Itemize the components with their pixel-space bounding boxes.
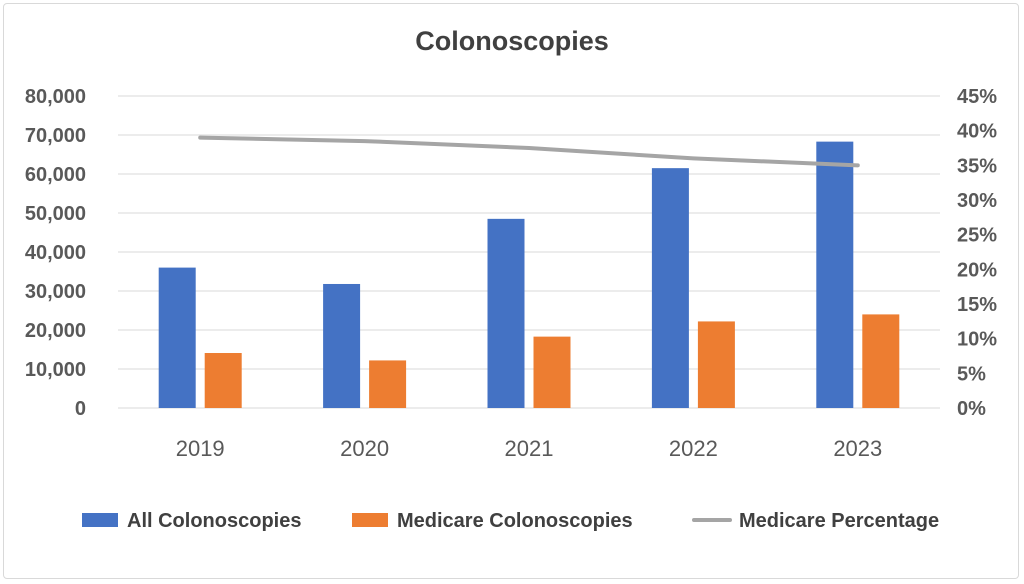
y-left-tick-label: 20,000: [25, 320, 86, 342]
bar-medicare-colonoscopies: [533, 336, 571, 408]
y-right-tick-label: 5%: [957, 363, 986, 385]
bar-medicare-colonoscopies: [204, 353, 242, 408]
x-tick-label: 2020: [340, 436, 389, 461]
legend-swatch-all-colonoscopies: [82, 513, 118, 527]
y-right-tick-label: 15%: [957, 294, 997, 316]
y-left-tick-label: 10,000: [25, 359, 86, 381]
y-right-tick-label: 35%: [957, 155, 997, 177]
chart-title: Colonoscopies: [415, 26, 609, 56]
line-medicare-percentage: [198, 135, 860, 168]
y-right-tick-label: 20%: [957, 259, 997, 281]
bar-medicare-colonoscopies: [369, 360, 407, 408]
legend-label-all-colonoscopies: All Colonoscopies: [127, 510, 301, 532]
bar-all-colonoscopies: [816, 141, 854, 408]
legend-label-medicare-colonoscopies: Medicare Colonoscopies: [397, 510, 633, 532]
y-right-tick-label: 30%: [957, 190, 997, 212]
percentage-line: [198, 135, 860, 168]
bar-medicare-colonoscopies: [697, 321, 735, 408]
bar-all-colonoscopies: [651, 168, 689, 408]
bars: [158, 141, 900, 408]
y-left-tick-label: 80,000: [25, 86, 86, 108]
x-tick-label: 2021: [505, 436, 554, 461]
legend-label-medicare-percentage: Medicare Percentage: [739, 510, 939, 532]
y-right-tick-label: 40%: [957, 121, 997, 143]
bar-medicare-colonoscopies: [862, 314, 900, 408]
y-left-tick-label: 30,000: [25, 281, 86, 303]
y-right-tick-label: 10%: [957, 329, 997, 351]
y-left-tick-label: 70,000: [25, 125, 86, 147]
y-right-tick-label: 0%: [957, 398, 986, 420]
x-tick-label: 2022: [669, 436, 718, 461]
bar-all-colonoscopies: [487, 218, 525, 408]
x-tick-label: 2019: [176, 436, 225, 461]
y-right-tick-label: 25%: [957, 225, 997, 247]
bar-all-colonoscopies: [323, 283, 361, 408]
axes: 0 10,000 20,000 30,000 40,000 50,000 60,000 70,…: [25, 86, 997, 461]
legend-swatch-medicare-colonoscopies: [352, 513, 388, 527]
y-left-tick-label: 40,000: [25, 242, 86, 264]
bar-all-colonoscopies: [158, 267, 196, 408]
y-left-tick-label: 50,000: [25, 203, 86, 225]
y-left-tick-label: 60,000: [25, 164, 86, 186]
gridlines: [118, 95, 940, 409]
y-right-tick-label: 45%: [957, 86, 997, 108]
y-left-tick-label: 0: [75, 398, 86, 420]
legend: All Colonoscopies Medicare Colonoscopies M…: [82, 510, 939, 532]
x-tick-label: 2023: [833, 436, 882, 461]
